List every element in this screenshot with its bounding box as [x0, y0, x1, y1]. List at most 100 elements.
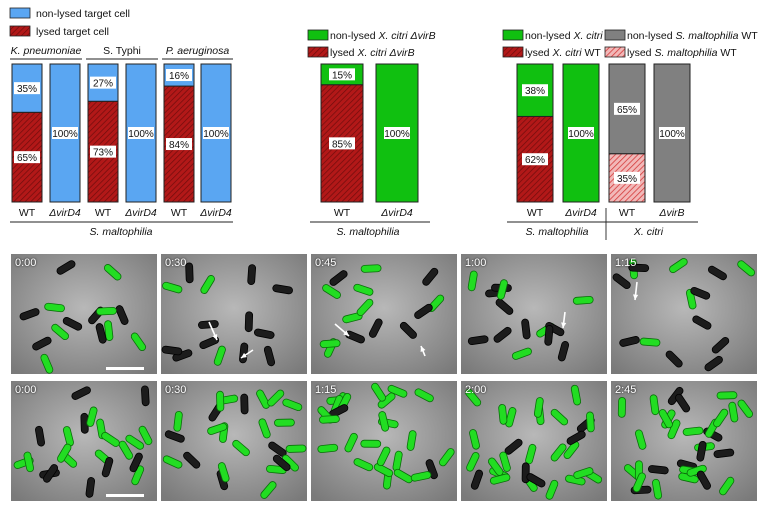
data-label-bg-0-5-1	[203, 127, 229, 139]
dark-cell	[557, 341, 570, 362]
green-cell	[716, 391, 738, 400]
green-cell	[499, 451, 511, 472]
dark-cell	[240, 393, 249, 415]
green-cell	[285, 444, 307, 453]
dark-cell	[42, 464, 59, 483]
legend-swatch-c1	[502, 46, 524, 58]
data-label-0-0-0: 65%	[17, 153, 37, 164]
dark-cell	[115, 305, 129, 325]
microscopy-panel-row2-4: 2:45	[611, 381, 757, 501]
tick-label-2-2: WT	[619, 207, 636, 219]
chart-2: 62% 38% WT 100% ΔvirD4 35% 65% WT 100% ΔvirB S. ma…	[507, 63, 698, 240]
microscopy-panel-row1-2: 0:45	[311, 254, 457, 374]
scale-bar	[106, 494, 144, 497]
green-cell	[125, 434, 145, 450]
green-cell	[406, 430, 417, 451]
legends: non-lysed target cell lysed target cell no…	[9, 7, 758, 59]
data-label-2-0-0: 62%	[525, 155, 545, 166]
data-label-0-2-0: 73%	[93, 148, 113, 159]
dark-cell	[470, 469, 484, 490]
green-cell	[573, 467, 594, 479]
xgroup-label-0: S. maltophilia	[89, 226, 152, 238]
legend-label-b1: lysed X. citri ΔvirB	[330, 47, 415, 59]
green-cell	[393, 468, 413, 484]
green-cell	[719, 476, 735, 496]
green-cell	[258, 418, 271, 439]
cells-image	[311, 381, 457, 501]
green-cell	[232, 439, 250, 457]
cells-image	[611, 254, 757, 374]
cells-image	[311, 254, 457, 374]
legend-label-c1: lysed X. citri WT	[525, 47, 601, 59]
microscopy-panel-row1-0: 0:00	[11, 254, 157, 374]
data-label-bg-2-0-1	[522, 84, 548, 97]
tick-label-0-2: WT	[95, 207, 112, 219]
green-cell	[373, 463, 394, 478]
green-cell	[667, 419, 681, 440]
green-cell	[162, 281, 183, 294]
data-label-2-2-2: 35%	[617, 174, 637, 185]
dark-cell	[690, 286, 711, 300]
data-label-0-5-1: 100%	[203, 129, 229, 140]
legend-label-a0: non-lysed target cell	[36, 8, 130, 20]
green-cell	[213, 345, 226, 366]
dark-cell	[85, 477, 96, 498]
microscopy-panel-row1-1: 0:30	[161, 254, 307, 374]
dark-cell	[183, 451, 201, 469]
cells-image	[461, 381, 607, 501]
green-cell	[51, 323, 69, 341]
green-cell	[466, 452, 480, 472]
green-cell	[669, 257, 688, 274]
green-cell	[173, 410, 183, 432]
green-cell	[586, 411, 595, 433]
legend-swatch-c3	[604, 46, 626, 58]
dark-cell	[414, 303, 433, 319]
tick-label-2-0: WT	[527, 207, 544, 219]
green-cell	[635, 429, 647, 450]
timestamp-label: 0:45	[315, 257, 337, 269]
green-cell	[57, 443, 72, 463]
dark-cell	[247, 264, 257, 285]
green-cell	[23, 451, 35, 473]
dark-cell	[185, 262, 194, 284]
green-cell	[353, 458, 374, 472]
arrow-head-2	[343, 330, 349, 336]
timestamp-label: 0:30	[165, 384, 187, 396]
legend-swatch-b1	[307, 46, 329, 58]
dark-cell	[566, 430, 586, 445]
chart-0: 65% 35% WT 100% ΔvirD4 73% 27% WT 100% ΔvirD4 84% 1…	[10, 45, 233, 238]
green-cell	[40, 353, 54, 374]
dark-cell	[129, 452, 143, 473]
data-label-1-0-1: 15%	[332, 70, 352, 81]
green-cell	[550, 408, 569, 426]
green-cell	[319, 415, 340, 424]
dark-cell	[95, 323, 107, 344]
tick-label-0-5: ΔvirD4	[199, 207, 232, 219]
data-label-bg-1-0-0	[329, 137, 355, 150]
green-cell	[322, 284, 341, 299]
data-label-bg-1-1-1	[384, 127, 410, 139]
cells-image	[11, 254, 157, 374]
tick-label-2-3: ΔvirB	[658, 207, 684, 219]
dark-cell	[665, 350, 683, 368]
scale-bar	[106, 367, 144, 370]
data-label-2-3-3: 100%	[659, 129, 685, 140]
green-cell	[344, 432, 358, 453]
panel-background	[461, 254, 607, 374]
green-cell	[498, 404, 508, 425]
data-label-bg-0-1-1	[52, 127, 78, 139]
cells-image	[11, 381, 157, 501]
dark-cell	[713, 448, 735, 458]
tick-label-0-4: WT	[171, 207, 188, 219]
tick-label-2-1: ΔvirD4	[564, 207, 597, 219]
legend-label-a1: lysed target cell	[36, 26, 109, 38]
dark-cell	[71, 386, 91, 400]
green-cell	[360, 439, 382, 448]
data-label-0-4-0: 84%	[169, 140, 189, 151]
green-cell	[652, 478, 663, 500]
green-cell	[260, 481, 277, 499]
tick-label-1-0: WT	[334, 207, 351, 219]
dark-cell	[493, 326, 512, 343]
dark-cell	[521, 318, 531, 340]
